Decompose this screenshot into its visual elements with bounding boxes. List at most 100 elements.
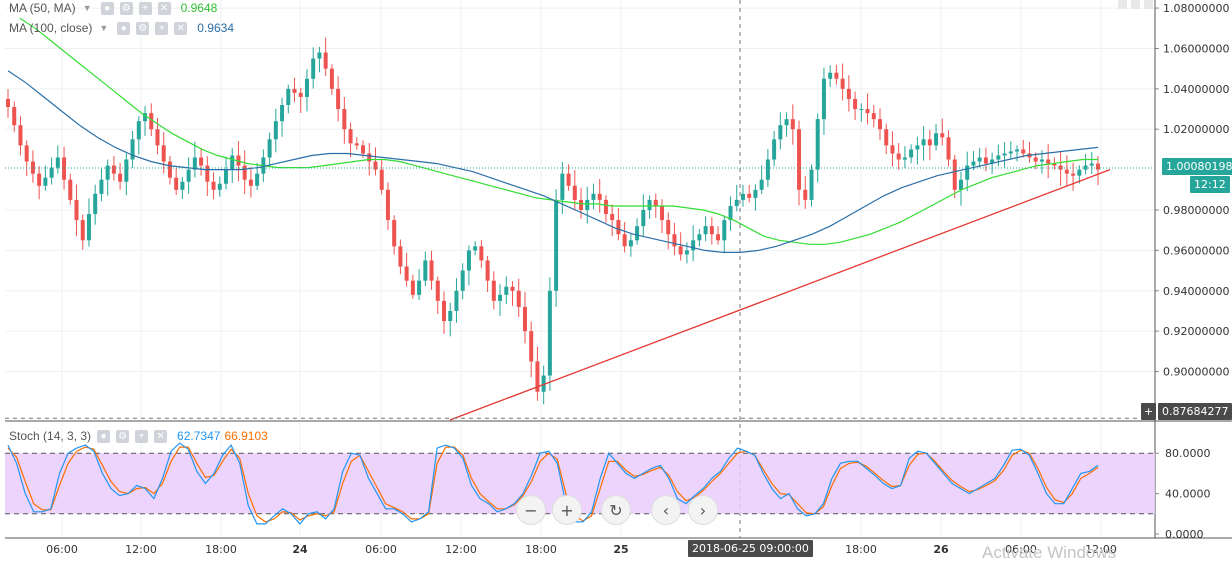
candle-body <box>317 52 322 59</box>
plus-icon[interactable]: + <box>135 429 149 443</box>
candle-body <box>734 199 739 206</box>
candle-body <box>579 199 584 210</box>
candle-body <box>242 165 247 180</box>
candle-body <box>678 246 683 255</box>
stoch-axis-label: 0.0000 <box>1165 528 1204 541</box>
candle-body <box>143 113 148 122</box>
legend-ma50-label: MA (50, MA) <box>9 1 76 15</box>
candle-body <box>174 177 179 190</box>
candle-body <box>448 310 453 322</box>
stoch-axis-label: 80.0000 <box>1165 447 1211 460</box>
candle-body <box>255 173 260 186</box>
candle-body <box>1058 165 1063 170</box>
candle-body <box>342 109 347 130</box>
candle-body <box>304 78 309 97</box>
legend-stoch-d-value: 66.9103 <box>224 429 268 443</box>
price-axis-label: 0.90000000 <box>1163 366 1229 379</box>
candle-body <box>55 157 60 168</box>
candle-body <box>1039 159 1044 162</box>
legend-ma50[interactable]: MA (50, MA) ▼ ● ⚙ + ✕ 0.9648 <box>9 1 217 15</box>
candle-body <box>591 193 596 200</box>
close-icon[interactable]: ✕ <box>174 21 188 35</box>
candle-body <box>348 129 353 144</box>
candle-body <box>43 177 48 186</box>
candle-body <box>379 169 384 190</box>
legend-stoch[interactable]: Stoch (14, 3, 3) ● ⚙ + ✕ 62.7347 66.9103 <box>9 429 268 443</box>
candle-body <box>653 199 658 206</box>
price-axis-label: 1.08000000 <box>1163 2 1229 15</box>
candle-body <box>740 193 745 200</box>
time-axis-label: 18:00 <box>205 543 237 556</box>
legend-ma50-value: 0.9648 <box>180 1 218 15</box>
reset-icon[interactable]: ↻ <box>601 495 631 525</box>
candle-body <box>136 121 141 140</box>
candle-body <box>423 260 428 281</box>
pane-menu-icon[interactable] <box>1144 0 1153 9</box>
candle-body <box>516 290 521 307</box>
candle-body <box>68 179 73 200</box>
candle-body <box>952 159 957 190</box>
time-axis-label: 12:00 <box>1085 543 1117 556</box>
candle-body <box>230 155 235 170</box>
candle-body <box>603 199 608 215</box>
candle-body <box>80 220 85 241</box>
close-icon[interactable]: ✕ <box>157 1 171 15</box>
candle-body <box>404 266 409 281</box>
candle-body <box>878 119 882 130</box>
pane-menu-icon[interactable] <box>1131 0 1140 9</box>
candle-body <box>809 169 814 200</box>
candle-body <box>161 145 166 162</box>
candle-body <box>93 193 98 215</box>
add-alert-icon[interactable]: + <box>1141 403 1157 420</box>
candle-body <box>965 165 970 180</box>
scroll-right-icon[interactable]: › <box>688 495 718 525</box>
scroll-left-icon[interactable]: ‹ <box>651 495 681 525</box>
candle-body <box>1064 169 1069 174</box>
settings-icon[interactable]: ⚙ <box>136 21 150 35</box>
candle-body <box>703 226 708 235</box>
candle-body <box>286 88 291 105</box>
candle-body <box>18 125 23 146</box>
candle-body <box>1033 157 1038 162</box>
eye-icon[interactable]: ● <box>97 429 111 443</box>
time-axis-label: 06:00 <box>46 543 78 556</box>
candle-body <box>821 78 826 120</box>
candle-body <box>585 199 590 210</box>
candle-body <box>747 193 752 198</box>
candle-body <box>797 129 802 190</box>
candle-body <box>672 234 677 247</box>
candle-body <box>990 159 995 164</box>
candle-body <box>927 139 932 146</box>
candle-body <box>915 145 920 150</box>
candle-body <box>118 173 123 182</box>
candle-body <box>660 205 664 221</box>
plus-icon[interactable]: + <box>138 1 152 15</box>
ma50-line <box>19 17 1098 245</box>
candle-body <box>572 185 577 200</box>
candle-body <box>871 113 876 120</box>
pane-menu-icon[interactable] <box>1118 0 1127 9</box>
settings-icon[interactable]: ⚙ <box>116 429 130 443</box>
candle-body <box>865 109 870 114</box>
settings-icon[interactable]: ⚙ <box>119 1 133 15</box>
zoom-out-icon[interactable]: − <box>516 495 546 525</box>
close-icon[interactable]: ✕ <box>154 429 168 443</box>
candle-body <box>367 153 372 162</box>
eye-icon[interactable]: ● <box>100 1 114 15</box>
candle-body <box>410 280 415 295</box>
time-axis-label: 25 <box>613 543 628 556</box>
legend-ma100-value: 0.9634 <box>197 21 234 35</box>
candle-body <box>909 149 914 158</box>
legend-ma100[interactable]: MA (100, close) ▼ ● ⚙ + ✕ 0.9634 <box>9 21 234 35</box>
chevron-down-icon[interactable]: ▼ <box>99 23 109 33</box>
candle-body <box>846 88 851 99</box>
zoom-in-icon[interactable]: + <box>552 495 582 525</box>
eye-icon[interactable]: ● <box>117 21 131 35</box>
chevron-down-icon[interactable]: ▼ <box>82 3 92 13</box>
plus-icon[interactable]: + <box>155 21 169 35</box>
time-axis-label: 06:00 <box>1005 543 1037 556</box>
candle-body <box>180 181 185 190</box>
candle-body <box>99 179 104 194</box>
time-axis-label: 26 <box>933 543 949 556</box>
